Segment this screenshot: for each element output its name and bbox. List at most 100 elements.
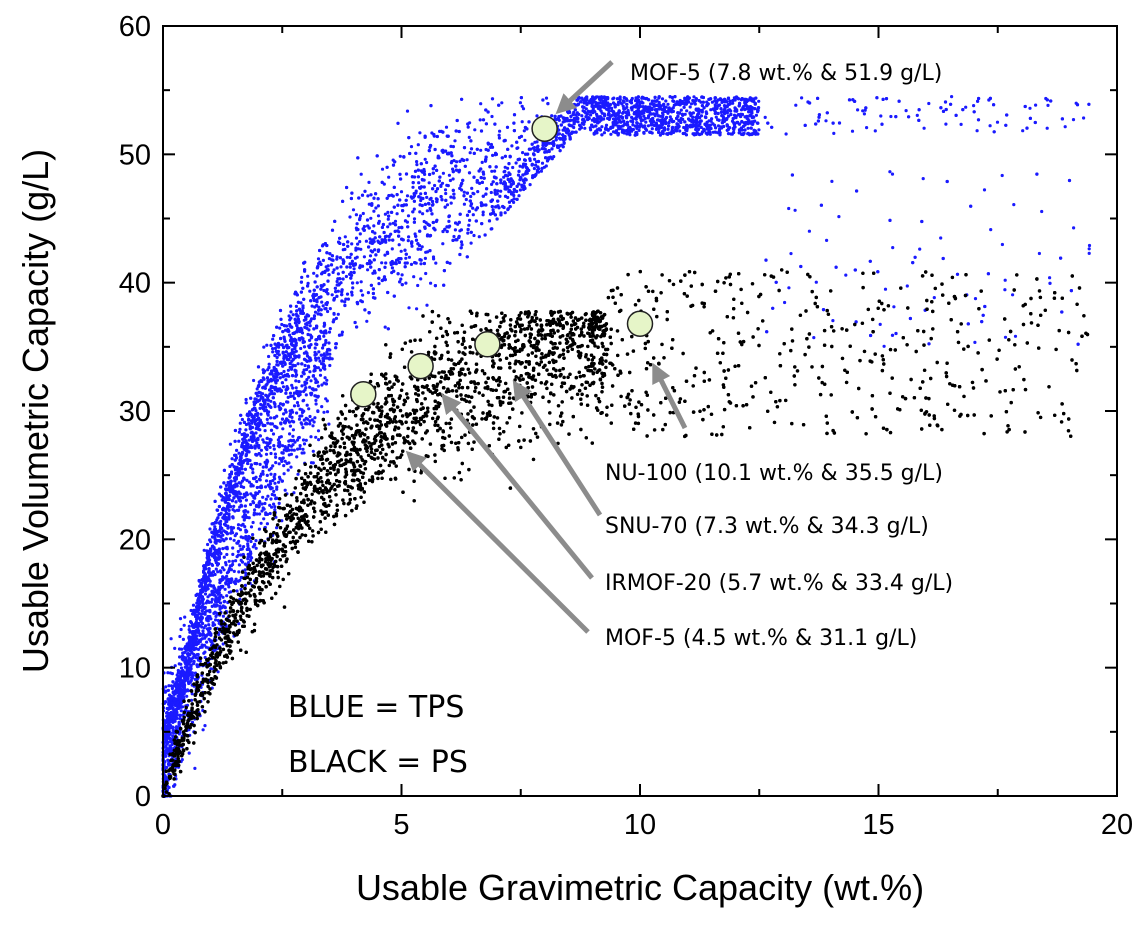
tps-point [452, 192, 456, 196]
tps-point [230, 457, 234, 461]
tps-point [261, 424, 265, 428]
tps-point [709, 97, 713, 101]
tps-point [399, 277, 403, 281]
tps-point [481, 210, 485, 214]
tps-point [817, 115, 821, 119]
tps-point [550, 141, 554, 145]
tps-point [521, 151, 525, 155]
tps-point [377, 240, 381, 244]
tps-point [790, 173, 795, 177]
tps-point [445, 203, 450, 207]
tps-point [794, 103, 798, 107]
tps-point [369, 265, 373, 269]
tps-point [262, 371, 266, 375]
tps-point [507, 162, 511, 166]
tps-point [487, 219, 492, 223]
tps-point [506, 177, 510, 182]
tps-point [398, 172, 402, 176]
tps-point [448, 178, 452, 183]
tps-point [388, 222, 392, 226]
tps-point [567, 129, 571, 133]
tps-point [238, 427, 242, 431]
tps-point [326, 279, 330, 283]
tps-point [737, 104, 741, 108]
tps-point [295, 309, 299, 313]
tps-point [545, 159, 550, 163]
tps-point [598, 128, 603, 132]
tps-point [330, 258, 334, 262]
tps-point [462, 158, 466, 162]
tps-point [354, 213, 358, 217]
tps-point [343, 300, 347, 304]
tps-point [250, 430, 254, 434]
tps-point [418, 186, 422, 190]
tps-point [268, 372, 272, 376]
tps-point [479, 176, 483, 180]
tps-point [418, 210, 422, 214]
tps-point [889, 114, 893, 119]
tps-point [521, 173, 525, 177]
tps-point [242, 420, 246, 424]
tps-point [332, 268, 336, 272]
tps-point [397, 226, 401, 230]
tps-point [255, 413, 259, 417]
tps-point [1072, 226, 1076, 230]
tps-point [303, 363, 307, 368]
tps-point [262, 345, 266, 349]
tps-point [429, 281, 433, 285]
tps-point [419, 162, 423, 166]
tps-point [299, 280, 303, 284]
tps-point [302, 261, 306, 265]
tps-point [383, 278, 387, 282]
tps-point [531, 176, 535, 180]
tps-point [631, 117, 635, 121]
tps-point [800, 96, 804, 100]
tps-point [621, 99, 626, 103]
tps-point [371, 291, 375, 296]
tps-point [447, 173, 451, 177]
tps-point [748, 114, 752, 118]
tps-point [675, 116, 679, 120]
tps-point [691, 115, 695, 119]
tps-point [455, 118, 459, 123]
tps-point [402, 155, 406, 159]
tps-point [410, 196, 414, 200]
tps-point [576, 120, 580, 124]
tps-point [355, 222, 359, 226]
tps-point [1034, 103, 1038, 107]
tps-point [312, 298, 316, 303]
tps-point [281, 330, 285, 334]
tps-point [660, 97, 665, 101]
tps-point [410, 175, 414, 179]
tps-point [205, 556, 209, 560]
tps-point [442, 283, 446, 287]
tps-point [241, 437, 245, 441]
tps-point [430, 212, 434, 216]
tps-point [359, 299, 363, 303]
tps-point [787, 286, 791, 290]
tps-point [232, 496, 236, 500]
tps-point [271, 396, 275, 400]
tps-point [359, 247, 363, 251]
tps-point [807, 229, 812, 233]
tps-point [399, 177, 403, 181]
tps-point [837, 121, 842, 125]
tps-point [355, 300, 359, 305]
tps-point [421, 196, 425, 201]
tps-point [662, 102, 666, 106]
tps-point [348, 262, 352, 266]
tps-point [257, 416, 261, 420]
tps-point [444, 125, 449, 129]
tps-point [294, 341, 298, 345]
tps-point [1049, 99, 1053, 103]
tps-point [890, 172, 895, 176]
tps-point [694, 98, 698, 103]
tps-point [279, 361, 283, 365]
tps-point [338, 236, 342, 240]
tps-point [535, 145, 539, 150]
tps-point [708, 123, 712, 127]
tps-point [423, 256, 427, 260]
tps-point [293, 347, 297, 351]
tps-point [694, 108, 698, 112]
tps-point [443, 205, 447, 209]
